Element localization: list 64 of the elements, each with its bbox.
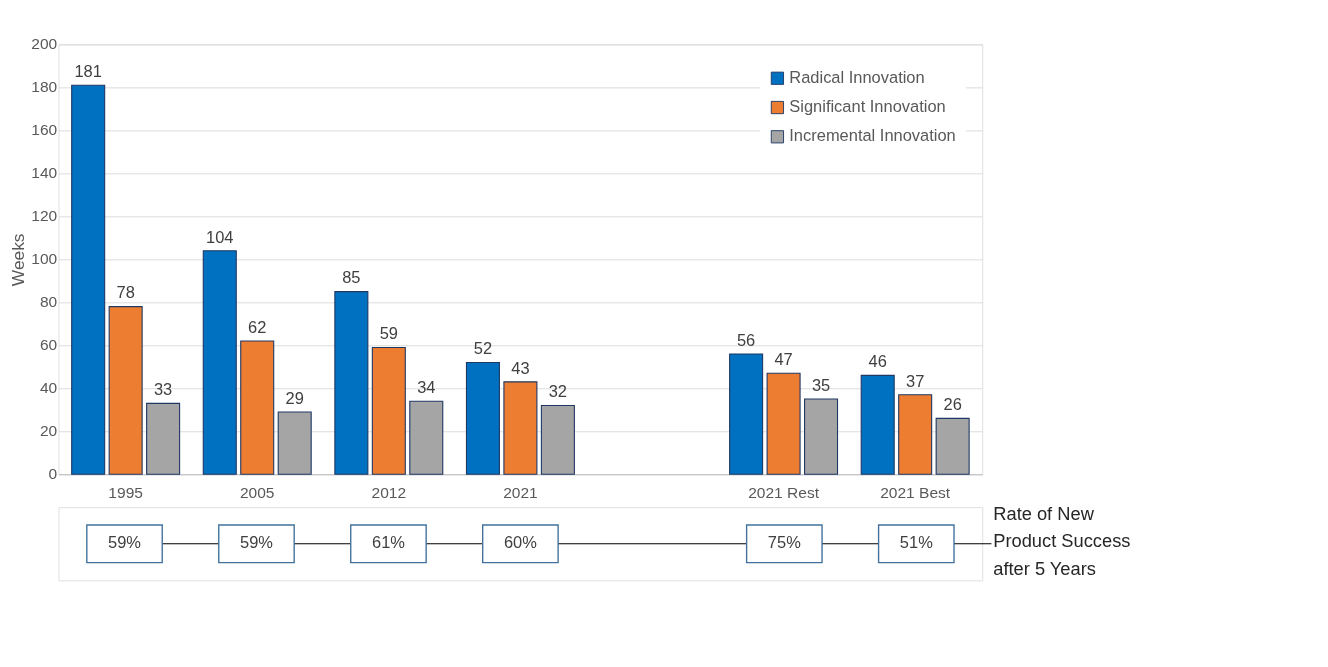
data-label: 34 (417, 377, 436, 396)
legend-label: Radical Innovation (789, 67, 925, 86)
bar (935, 417, 970, 475)
bar (71, 84, 106, 475)
bar (240, 340, 275, 475)
text: 51% (899, 533, 934, 552)
text: 59% (240, 533, 274, 552)
bar (465, 361, 500, 475)
y-tick-label: 60 (39, 336, 58, 354)
bar (277, 411, 312, 475)
data-label: 33 (153, 380, 173, 399)
data-label: 35 (811, 375, 831, 394)
data-label: 37 (906, 371, 925, 390)
bar (804, 398, 839, 475)
data-label: 78 (116, 283, 135, 302)
legend-label: Significant Innovation (789, 97, 946, 116)
bar (371, 346, 406, 475)
bar (503, 381, 538, 475)
x-tick-label: 2021 (503, 483, 538, 501)
data-label: 62 (248, 317, 267, 336)
x-tick-label: 1995 (108, 483, 143, 501)
bar (898, 394, 933, 475)
data-label: 47 (774, 350, 793, 369)
bar (729, 353, 764, 475)
y-tick-label: 80 (39, 293, 58, 311)
x-tick-label: 2012 (371, 483, 407, 501)
text: 59% (108, 533, 142, 552)
data-label: 56 (736, 330, 756, 349)
bar (146, 402, 181, 475)
data-label: 26 (943, 395, 962, 414)
data-label: 59 (379, 324, 398, 343)
data-label: 85 (342, 268, 361, 287)
text: 60% (503, 533, 538, 552)
data-label: 181 (74, 62, 102, 81)
x-tick-label: 2005 (239, 483, 275, 501)
y-tick-label: 100 (31, 250, 58, 268)
y-tick-label: 200 (31, 35, 58, 53)
bar (334, 291, 369, 475)
text: Rate of New Product Success after 5 Years (993, 503, 1131, 579)
legend-label: Incremental Innovation (789, 126, 956, 145)
bar (766, 372, 801, 475)
y-axis-title: Weeks (7, 233, 28, 287)
y-tick-label: 20 (39, 422, 58, 440)
bar (108, 306, 143, 475)
bar (540, 404, 575, 475)
data-label: 52 (473, 339, 493, 358)
data-label: 32 (548, 382, 568, 401)
data-label: 43 (511, 358, 530, 377)
text: 75% (767, 533, 802, 552)
y-tick-label: 160 (31, 121, 58, 139)
data-label: 46 (868, 352, 887, 371)
data-label: 104 (206, 227, 234, 246)
x-tick-label: 2021 Rest (748, 483, 820, 501)
y-tick-label: 0 (48, 465, 58, 483)
y-tick-label: 140 (31, 164, 58, 182)
y-tick-label: 180 (31, 78, 58, 96)
y-tick-label: 40 (39, 379, 58, 397)
bar (202, 250, 237, 475)
y-tick-label: 120 (31, 207, 58, 225)
data-label: 29 (285, 388, 304, 407)
x-tick-label: 2021 Best (880, 483, 951, 501)
bar (860, 374, 895, 475)
bar (409, 400, 444, 475)
text: 61% (371, 533, 406, 552)
